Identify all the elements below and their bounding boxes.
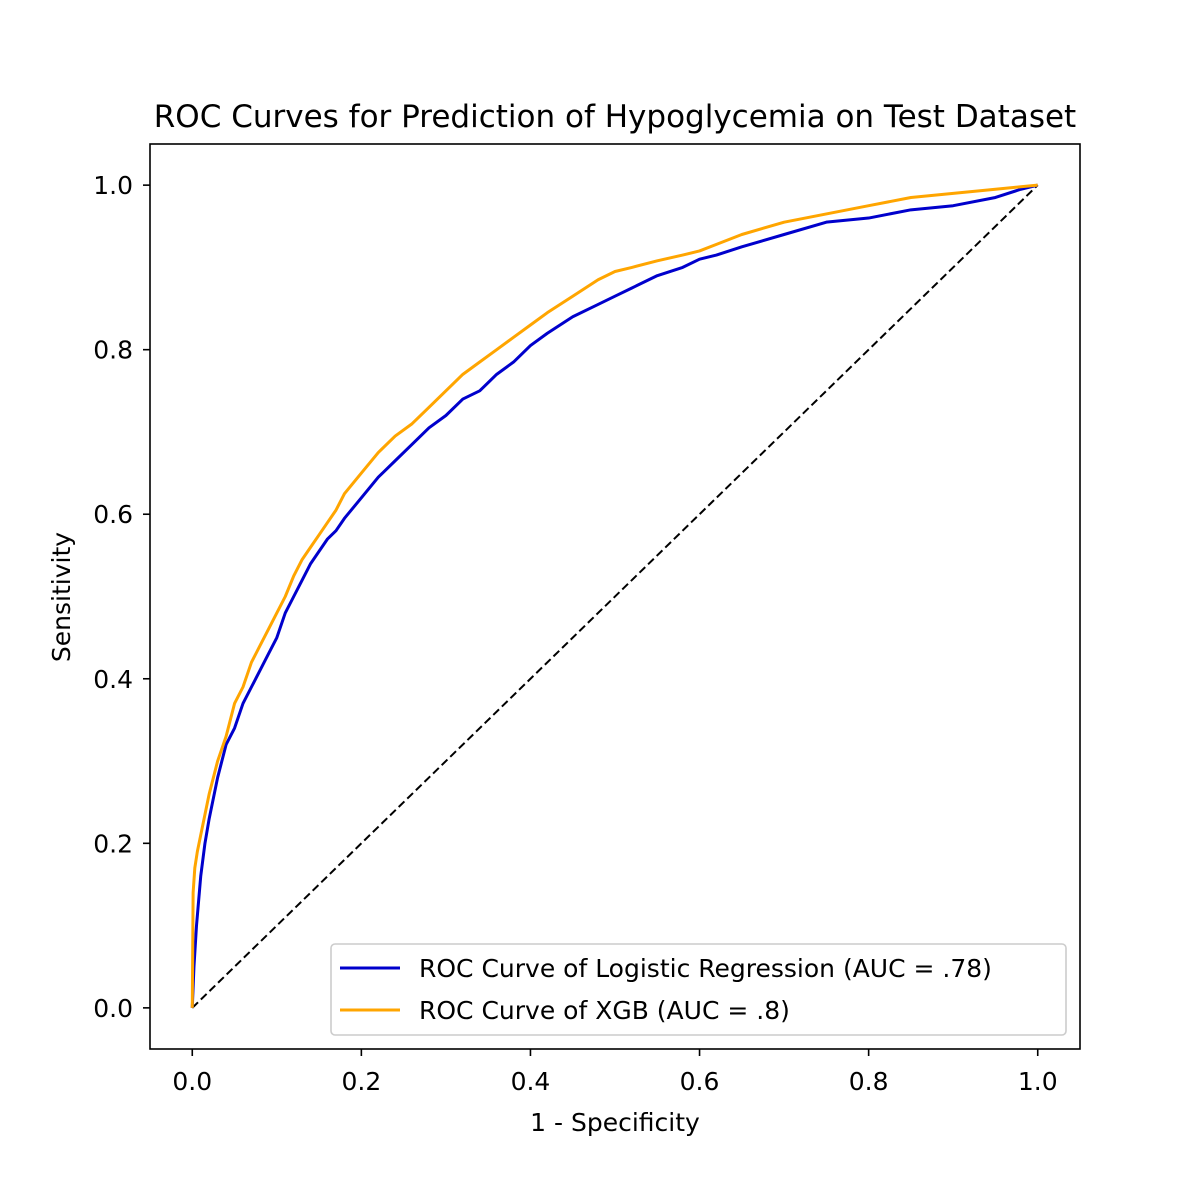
x-axis-label: 1 - Specificity — [530, 1108, 700, 1137]
chance-diagonal-line — [191, 184, 1039, 1009]
logistic-regression-curve — [190, 183, 1039, 1008]
plot-area — [149, 143, 1081, 1050]
axes-frame — [149, 143, 1081, 1050]
x-tick-label: 0.2 — [341, 1067, 381, 1096]
y-tick-label: 0.0 — [93, 994, 133, 1023]
y-tick-label: 0.4 — [93, 665, 133, 694]
x-axis-ticks: 0.0 0.2 0.4 0.6 0.8 1.0 — [172, 1049, 1058, 1096]
x-tick-label: 0.6 — [680, 1067, 720, 1096]
legend-label-xgb: ROC Curve of XGB (AUC = .8) — [419, 996, 790, 1025]
legend-label-logistic: ROC Curve of Logistic Regression (AUC = … — [419, 954, 992, 983]
y-axis-ticks: 0.0 0.2 0.4 0.6 0.8 1.0 — [93, 171, 150, 1023]
y-tick-label: 0.8 — [93, 336, 133, 365]
chart-title: ROC Curves for Prediction of Hypoglycemi… — [154, 99, 1076, 135]
x-tick-label: 0.8 — [849, 1067, 889, 1096]
xgb-curve — [190, 183, 1038, 1008]
legend: ROC Curve of Logistic Regression (AUC = … — [330, 943, 1067, 1036]
x-tick-label: 1.0 — [1018, 1067, 1058, 1096]
x-tick-label: 0.0 — [172, 1067, 212, 1096]
y-tick-label: 0.6 — [93, 500, 133, 529]
legend-box — [330, 943, 1067, 1036]
y-tick-label: 1.0 — [93, 171, 133, 200]
y-tick-label: 0.2 — [93, 829, 133, 858]
x-tick-label: 0.4 — [511, 1067, 551, 1096]
y-axis-label: Sensitivity — [47, 532, 76, 662]
series-layer — [190, 183, 1039, 1009]
